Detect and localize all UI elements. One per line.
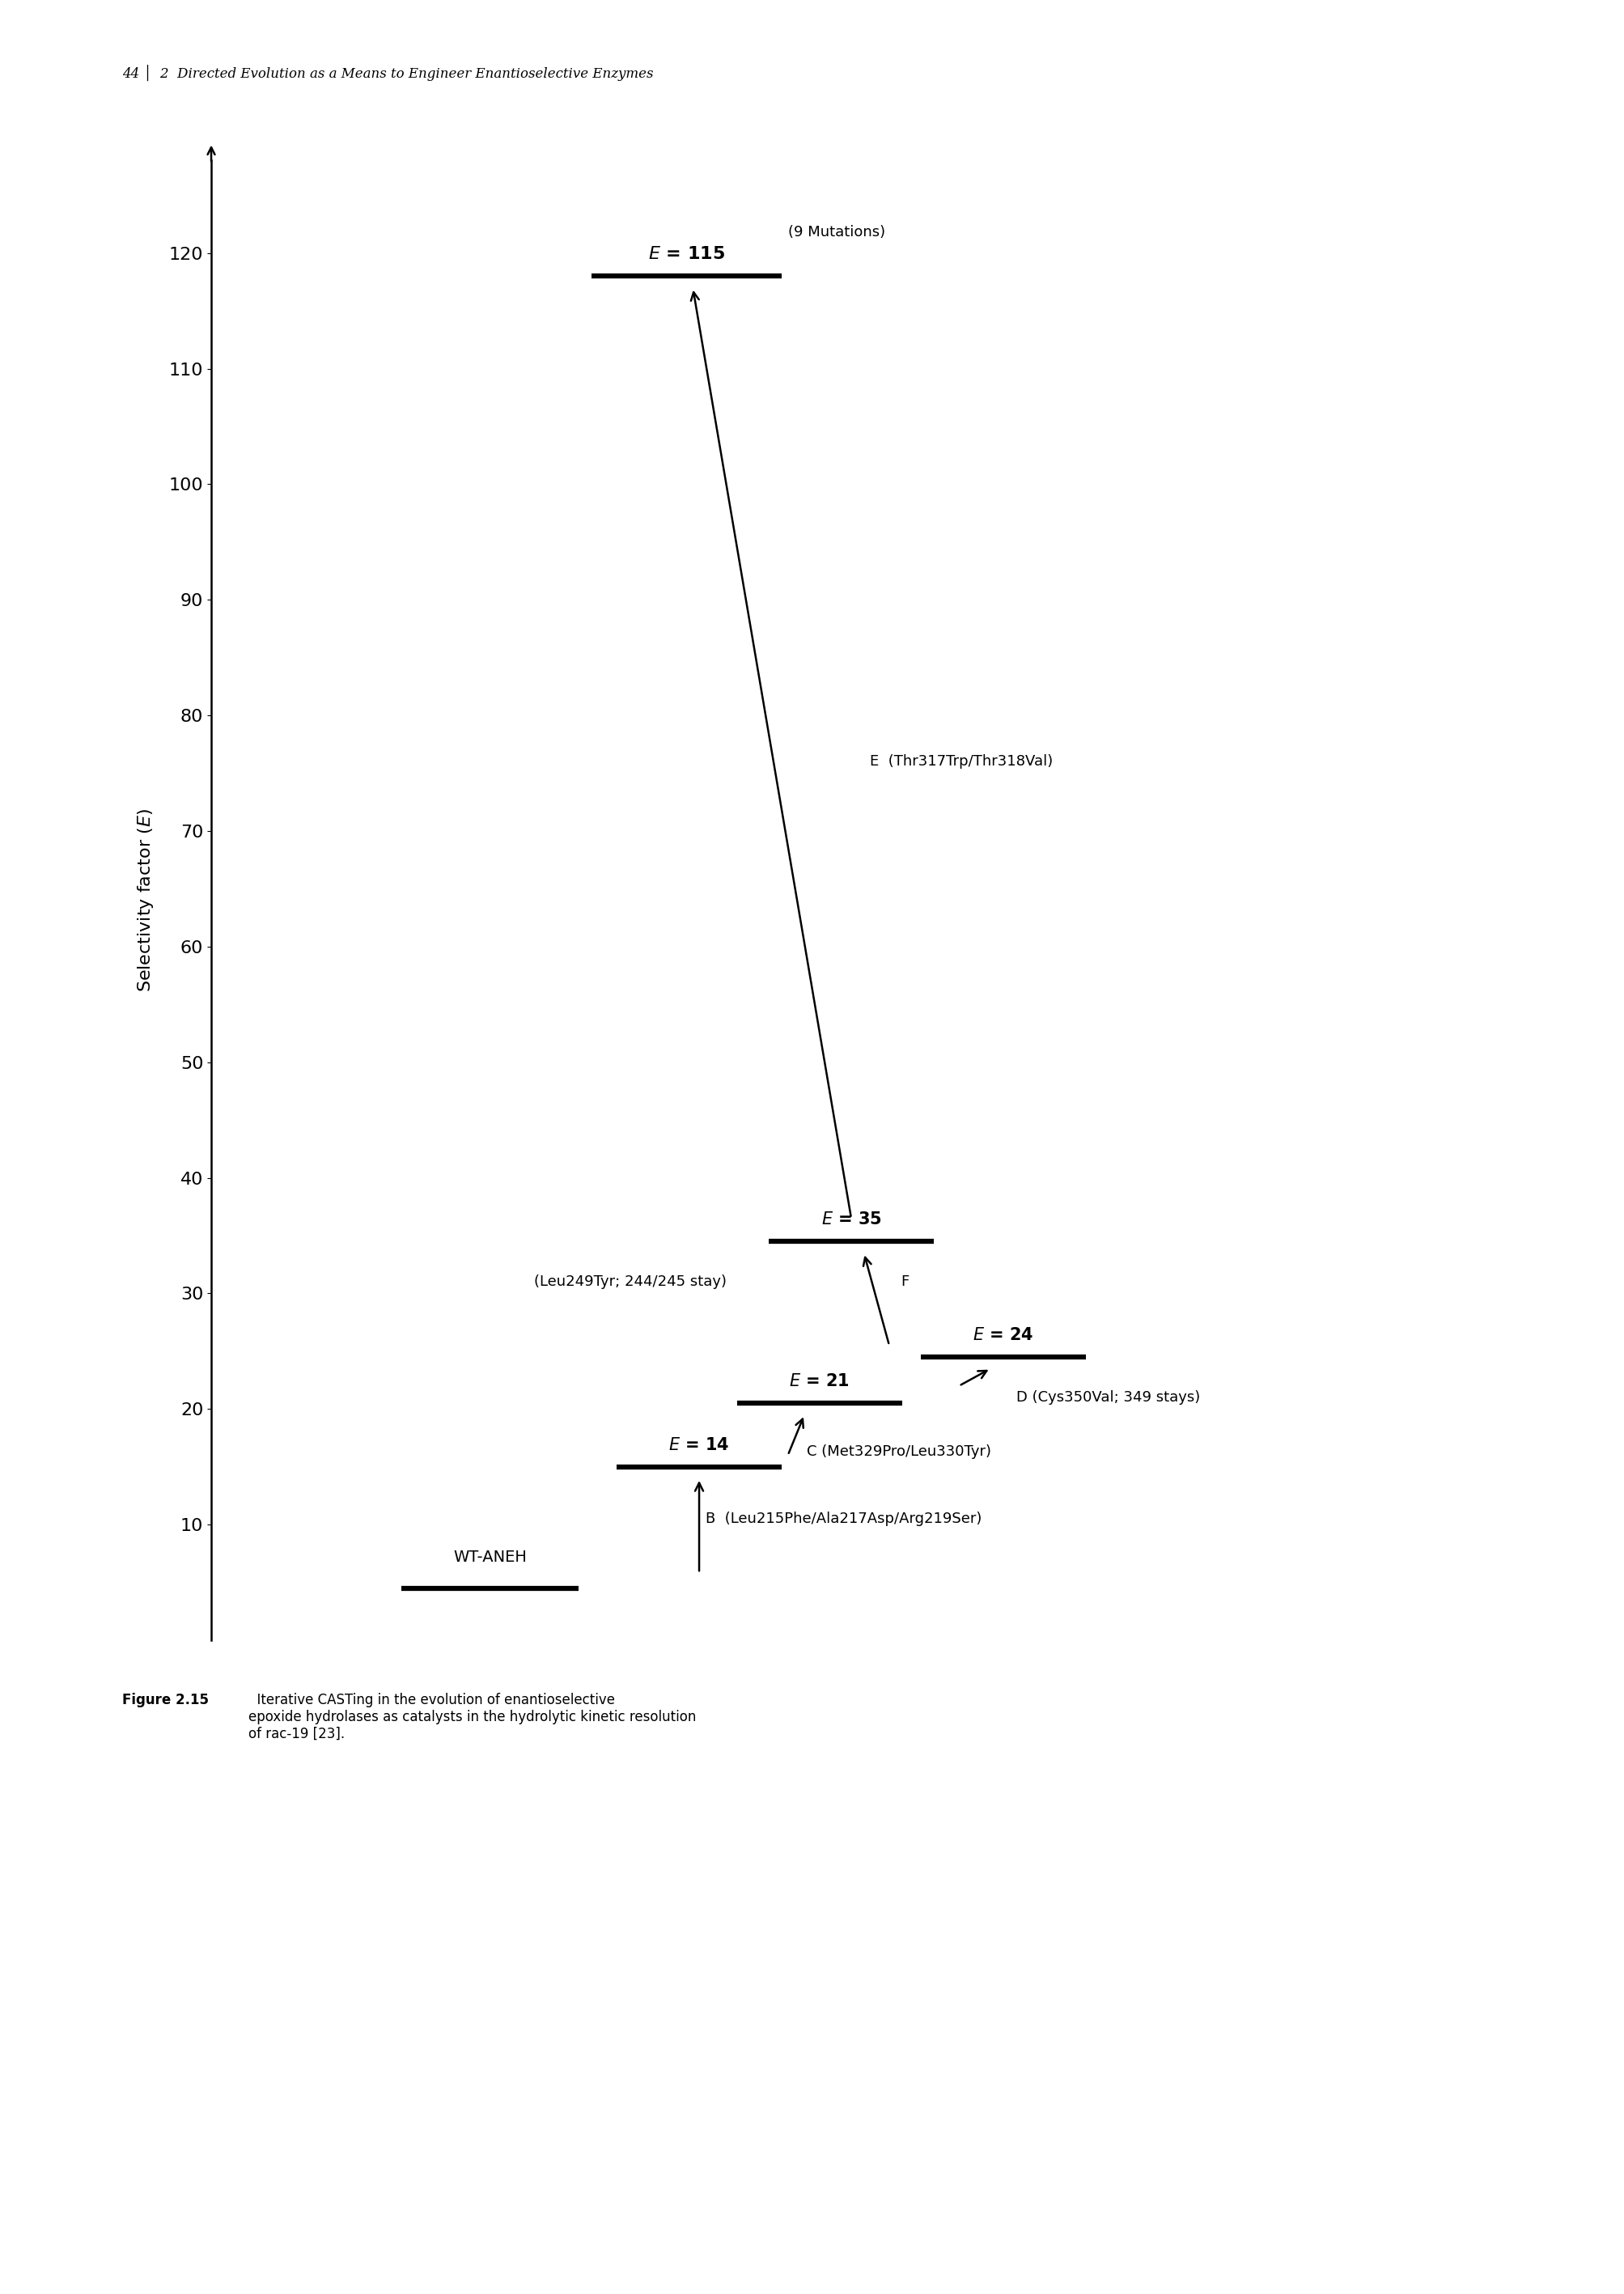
Y-axis label: Selectivity factor ($E$): Selectivity factor ($E$) — [136, 807, 156, 993]
Text: (Leu249Tyr; 244/245 stay): (Leu249Tyr; 244/245 stay) — [534, 1275, 726, 1289]
Text: Iterative CASTing in the evolution of enantioselective
epoxide hydrolases as cat: Iterative CASTing in the evolution of en… — [248, 1693, 697, 1741]
Text: $\mathit{E}$ = 14: $\mathit{E}$ = 14 — [669, 1436, 729, 1452]
Text: $\mathit{E}$ = 24: $\mathit{E}$ = 24 — [973, 1326, 1033, 1342]
Text: WT-ANEH: WT-ANEH — [453, 1551, 526, 1565]
Text: C (Met329Pro/Leu330Tyr): C (Met329Pro/Leu330Tyr) — [807, 1445, 991, 1459]
Text: F: F — [900, 1275, 908, 1289]
Text: $\mathit{E}$ = 115: $\mathit{E}$ = 115 — [648, 245, 724, 262]
Text: (9 Mutations): (9 Mutations) — [788, 225, 885, 239]
Text: B  (Leu215Phe/Ala217Asp/Arg219Ser): B (Leu215Phe/Ala217Asp/Arg219Ser) — [705, 1512, 981, 1526]
Text: 44 │  2  Directed Evolution as a Means to Engineer Enantioselective Enzymes: 44 │ 2 Directed Evolution as a Means to … — [122, 64, 653, 80]
Text: $\mathit{E}$ = 21: $\mathit{E}$ = 21 — [789, 1374, 849, 1390]
Text: Figure 2.15: Figure 2.15 — [122, 1693, 208, 1707]
Text: $\mathit{E}$ = 35: $\mathit{E}$ = 35 — [820, 1211, 882, 1227]
Text: D (Cys350Val; 349 stays): D (Cys350Val; 349 stays) — [1015, 1390, 1199, 1404]
Text: E  (Thr317Trp/Thr318Val): E (Thr317Trp/Thr318Val) — [870, 755, 1052, 768]
